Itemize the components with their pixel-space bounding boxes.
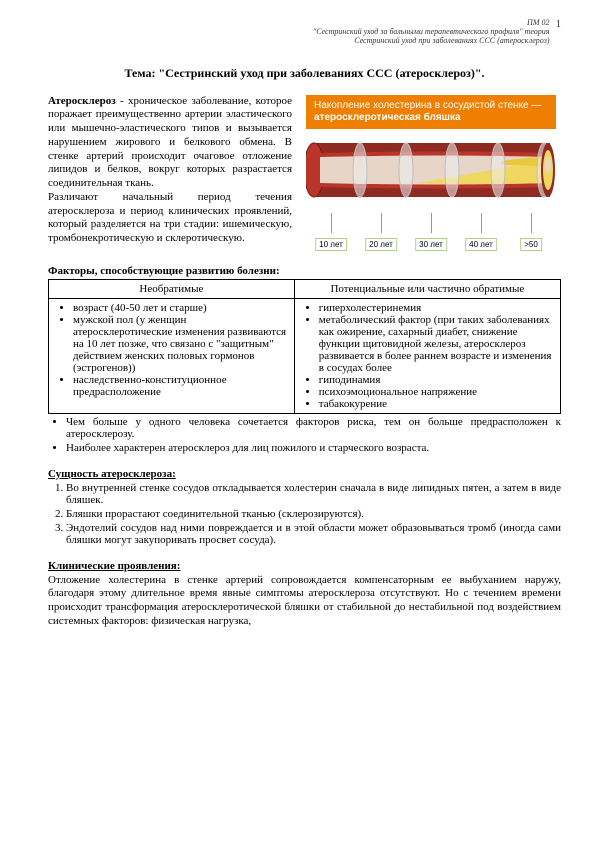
list-item: гиперхолестеринемия <box>319 302 554 314</box>
timeline-seg: >50 <box>506 213 556 251</box>
header-line1: ПМ 02 <box>313 18 550 27</box>
header-line2: "Сестринский уход за больными терапевтич… <box>313 27 550 36</box>
timeline-seg: 40 лет <box>456 213 506 251</box>
list-item: возраст (40-50 лет и старше) <box>73 302 288 314</box>
factors-left-cell: возраст (40-50 лет и старше) мужской пол… <box>49 298 295 413</box>
factors-heading: Факторы, способствующие развитию болезни… <box>48 265 561 277</box>
essence-section: Сущность атеросклероза: Во внутренней ст… <box>48 468 561 546</box>
list-item: Наиболее характерен атеросклероз для лиц… <box>66 442 561 454</box>
timeline-row: 10 лет 20 лет 30 лет 40 лет >50 <box>306 213 556 251</box>
document-page: ПМ 02 "Сестринский уход за больными тера… <box>0 0 595 641</box>
diagram-caption: Накопление холестерина в сосудистой стен… <box>306 95 556 129</box>
caption-line2: атеросклеротическая бляшка <box>314 112 461 123</box>
list-item: Эндотелий сосудов над ними повреждается … <box>66 522 561 546</box>
intro-text: Атеросклероз - хроническое заболевание, … <box>48 95 292 246</box>
intro-p2: Различают начальный период течения атеро… <box>48 191 292 244</box>
essence-list: Во внутренней стенке сосудов откладывает… <box>48 482 561 546</box>
artery-svg <box>306 129 556 215</box>
artery-diagram: Накопление холестерина в сосудистой стен… <box>306 95 556 251</box>
timeline-seg: 30 лет <box>406 213 456 251</box>
list-item: наследственно-конституционное предраспол… <box>73 374 288 398</box>
page-title: Тема: "Сестринский уход при заболеваниях… <box>48 66 561 81</box>
timeline-seg: 20 лет <box>356 213 406 251</box>
factors-right-cell: гиперхолестеринемия метаболический факто… <box>294 298 560 413</box>
intro-term: Атеросклероз <box>48 95 116 107</box>
list-item: Во внутренней стенке сосудов откладывает… <box>66 482 561 506</box>
list-item: Чем больше у одного человека сочетается … <box>66 416 561 440</box>
page-number: 1 <box>556 18 562 31</box>
intro-row: Атеросклероз - хроническое заболевание, … <box>48 95 561 251</box>
caption-line1: Накопление холестерина в сосудистой стен… <box>314 100 541 111</box>
clinical-paragraph: Отложение холестерина в стенке артерий с… <box>48 574 561 629</box>
timeline-seg: 10 лет <box>306 213 356 251</box>
essence-heading: Сущность атеросклероза: <box>48 468 561 480</box>
factors-col1-header: Необратимые <box>49 279 295 298</box>
list-item: Бляшки прорастают соединительной тканью … <box>66 508 561 520</box>
list-item: табакокурение <box>319 398 554 410</box>
after-table-bullets: Чем больше у одного человека сочетается … <box>48 416 561 454</box>
artery-svg-wrap <box>306 129 556 215</box>
list-item: гиподинамия <box>319 374 554 386</box>
page-header: ПМ 02 "Сестринский уход за больными тера… <box>48 18 561 46</box>
factors-section: Факторы, способствующие развитию болезни… <box>48 265 561 454</box>
factors-col2-header: Потенциальные или частично обратимые <box>294 279 560 298</box>
clinical-section: Клинические проявления: Отложение холест… <box>48 560 561 629</box>
clinical-heading: Клинические проявления: <box>48 560 561 572</box>
list-item: мужской пол (у женщин атеросклеротически… <box>73 314 288 374</box>
list-item: психоэмоциональное напряжение <box>319 386 554 398</box>
intro-p1: - хроническое заболевание, которое пораж… <box>48 95 292 190</box>
header-line3: Сестринский уход при заболеваниях ССС (а… <box>313 36 550 45</box>
list-item: метаболический фактор (при таких заболев… <box>319 314 554 374</box>
factors-table: Необратимые Потенциальные или частично о… <box>48 279 561 414</box>
